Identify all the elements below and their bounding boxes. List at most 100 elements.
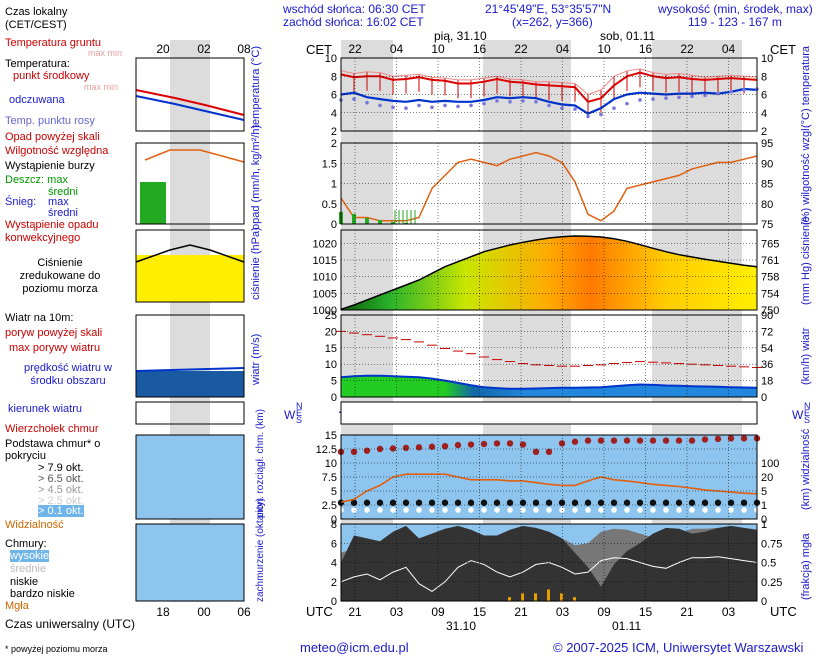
day1-label: pią, 31.10 — [434, 29, 487, 43]
cloud-top-dot — [727, 435, 735, 442]
cloud-base-low-dot — [702, 507, 708, 513]
cloud-top-dot — [714, 435, 722, 443]
cloud-base-low-dot — [494, 507, 500, 513]
legend-cloud-base: Podstawa chmur* o pokryciu — [5, 438, 101, 462]
legend-snow: Śnieg: — [5, 196, 37, 208]
cloud-base-dot — [623, 499, 631, 506]
cloud-top-dot — [389, 445, 397, 452]
cloud-base-dot — [519, 499, 527, 506]
ytick-cover: 0 — [331, 596, 337, 608]
legend-clouds: Chmury: — [5, 538, 47, 550]
y2tick-press: 750 — [761, 305, 779, 317]
ytick-wind: 10 — [325, 359, 337, 371]
legend-snow-max: max — [48, 196, 69, 208]
panel-frame-cover — [340, 523, 758, 602]
sunrise-text: wschód słońca: 06:30 CET — [283, 2, 426, 16]
ytick-prec: 1 — [331, 179, 337, 191]
cloud-base-dot — [428, 499, 436, 506]
tz-bottom-left: UTC — [306, 604, 333, 619]
cloud-base-dot — [480, 499, 488, 506]
cloud-base-dot — [493, 499, 501, 506]
legend-snow-avg: średni — [48, 207, 78, 219]
cloud-base-low-dot — [351, 507, 357, 513]
ytick-press: 1020 — [313, 238, 337, 250]
legend-temp-line — [135, 89, 245, 116]
cet-tick-label: 16 — [473, 42, 487, 56]
footer-email[interactable]: meteo@icm.edu.pl — [300, 640, 409, 655]
legend-perceived-line — [135, 95, 245, 121]
cet-tick-label: 10 — [431, 42, 445, 56]
cloud-top-dot — [493, 440, 501, 447]
legend-perceived: odczuwana — [9, 94, 65, 106]
cloud-base-dot — [415, 499, 423, 506]
cloud-base-low-dot — [416, 507, 422, 513]
cloud-base-low-dot — [611, 507, 617, 513]
legend-panel-frame — [135, 57, 245, 132]
legend-rain: Deszcz: max — [5, 174, 68, 186]
cloud-base-low-dot — [663, 507, 669, 513]
legend-utc-label: Czas uniwersalny (UTC) — [5, 617, 136, 631]
cloud-top-dot — [402, 444, 410, 452]
panel-frame-wind — [340, 314, 758, 398]
cloud-top-dot — [636, 437, 644, 444]
legend-visibility: Widzialność — [5, 519, 64, 531]
ytick-prec: 2 — [331, 138, 337, 150]
legend-wind-speed: prędkość wiatru w środku obszaru — [23, 362, 113, 387]
cloud-base-dot — [701, 499, 709, 506]
legend-humidity-line — [144, 149, 245, 163]
wind-speed-line — [340, 374, 758, 390]
cloud-top-dot — [428, 443, 436, 450]
cloud-top-dot — [571, 438, 579, 445]
cloud-top-dot — [506, 440, 514, 447]
legend-panel-frame — [135, 401, 245, 425]
cet-tick-label: 04 — [556, 42, 570, 56]
y2tick-temp: 4 — [761, 108, 767, 120]
cloud-top-dot — [740, 435, 748, 442]
dew-point-dot — [690, 94, 694, 99]
legend-panel-frame — [135, 229, 245, 303]
y2tick-press: 758 — [761, 272, 779, 284]
ytick-temp: 8 — [331, 71, 337, 83]
legend-precip-over: Opad powyżej skali — [5, 131, 100, 143]
unit-temp-left: temperatura (°C) — [250, 45, 262, 128]
cloud-base-low-dot — [455, 507, 461, 513]
ytick-wind: 5 — [331, 376, 337, 388]
legend-top-tick: 20 — [156, 42, 170, 56]
dir-s-left: S — [296, 415, 303, 425]
cloud-base-dot — [649, 499, 657, 506]
cloud-base-dot — [688, 499, 696, 506]
legend-dew-point: Temp. punktu rosy — [5, 115, 95, 127]
ytick-wind: 25 — [325, 310, 337, 322]
cloud-base-low-dot — [598, 507, 604, 513]
panel-frame-prec — [340, 142, 758, 225]
cloud-base-low-dot — [429, 507, 435, 513]
cloud-top-dot — [467, 441, 475, 448]
legend-storm: Wystąpienie burzy — [5, 160, 95, 172]
legend-panel-frame — [135, 142, 245, 225]
legend-wind-dir: kierunek wiatru — [8, 403, 82, 415]
cloud-base-low-dot — [572, 507, 578, 513]
cloud-base-low-dot — [728, 507, 734, 513]
legend-pressure-line — [135, 244, 245, 263]
dew-point-dot — [482, 101, 486, 106]
cloud-base-dot — [350, 499, 358, 506]
legend-gust-over: poryw powyżej skali — [5, 327, 103, 339]
temp-perceived-line — [340, 87, 758, 115]
pressure-area — [341, 236, 757, 310]
y2tick-press: 754 — [761, 288, 779, 300]
unit-cover-left: zachmurzenie (oktanty) — [255, 498, 266, 602]
y2tick-cloud: 100 — [761, 458, 779, 470]
cloud-top-dot — [519, 441, 527, 448]
cloud-base-low-dot — [481, 507, 487, 513]
y2tick-wind: 0 — [761, 392, 767, 404]
fog-bar — [521, 593, 524, 601]
cloud-top-dot — [649, 437, 657, 444]
cloud-base-dot — [389, 499, 397, 506]
dew-point-dot — [469, 103, 473, 108]
cet-tick-label: 04 — [722, 42, 736, 56]
legend-rain-bar — [140, 182, 166, 224]
legend-wind-line — [135, 367, 245, 372]
y2tick-cover: 1 — [761, 519, 767, 531]
